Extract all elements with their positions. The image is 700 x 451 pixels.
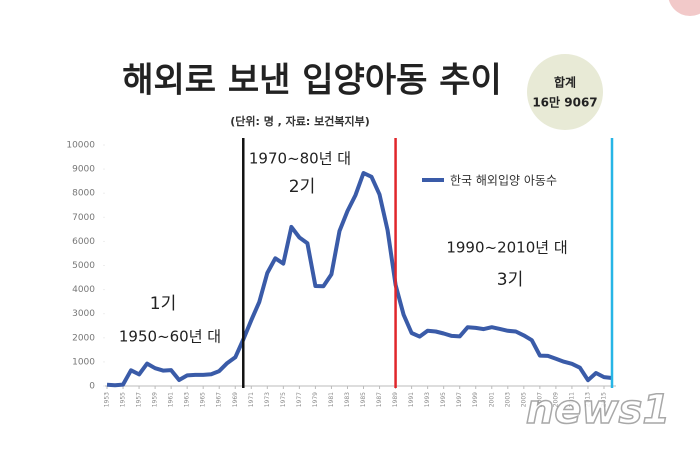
x-tick-label: 1959	[152, 392, 159, 407]
badge	[527, 54, 603, 130]
x-tick-label: 2015	[600, 392, 607, 407]
annotation: 1990~2010년 대	[446, 239, 567, 257]
y-tick-label: 8000	[72, 189, 95, 199]
x-tick-label: 1999	[472, 392, 479, 407]
chart-subtitle: (단위: 명 , 자료: 보건복지부)	[230, 114, 370, 128]
badge-value: 16만 9067	[532, 95, 597, 110]
x-tick-label: 1983	[344, 392, 351, 407]
x-tick-label: 1995	[440, 392, 447, 407]
x-tick-label: 1985	[360, 392, 367, 407]
x-tick-label: 2001	[488, 392, 495, 407]
y-tick-label: 1000	[72, 357, 95, 367]
y-tick-label: 7000	[72, 213, 95, 223]
x-tick-label: 1955	[120, 392, 127, 407]
x-tick-label: 1971	[248, 392, 255, 407]
y-tick-label: 4000	[72, 285, 95, 295]
annotation: 3기	[497, 270, 523, 290]
x-tick-label: 1979	[312, 392, 319, 407]
x-tick-label: 2003	[504, 392, 511, 407]
x-tick-label: 1963	[184, 392, 191, 407]
y-tick-label: 10000	[66, 141, 95, 151]
x-tick-label: 1997	[456, 392, 463, 407]
x-tick-label: 2007	[536, 392, 543, 407]
x-tick-label: 1977	[296, 392, 303, 407]
corner-decoration	[668, 0, 700, 16]
x-tick-label: 1957	[136, 392, 143, 407]
y-tick-label: 3000	[72, 309, 95, 319]
x-tick-label: 1961	[168, 392, 175, 407]
y-tick-label: 5000	[72, 261, 95, 271]
x-tick-label: 1965	[200, 392, 207, 407]
x-tick-label: 1969	[232, 392, 239, 407]
annotation: 1기	[150, 294, 176, 314]
x-tick-label: 2011	[568, 392, 575, 407]
x-tick-label: 1993	[424, 392, 431, 407]
watermark: news1	[526, 387, 670, 433]
y-tick-label: 2000	[72, 333, 95, 343]
x-tick-label: 2009	[552, 392, 559, 407]
chart-title: 해외로 보낸 입양아동 추이	[122, 61, 502, 101]
y-tick-label: 6000	[72, 237, 95, 247]
x-tick-label: 1991	[408, 392, 415, 407]
y-tick-label: 0	[89, 382, 95, 392]
x-tick-label: 1987	[376, 392, 383, 407]
badge-label: 합계	[554, 75, 576, 90]
data-line	[106, 171, 613, 388]
x-tick-label: 1967	[216, 392, 223, 407]
x-tick-label: 1953	[104, 392, 111, 407]
annotation: 2기	[289, 177, 315, 197]
x-tick-label: 1981	[328, 392, 335, 407]
x-tick-label: 2013	[584, 392, 591, 407]
x-tick-label: 2005	[520, 392, 527, 407]
y-tick-label: 9000	[72, 165, 95, 175]
x-tick-label: 1975	[280, 392, 287, 407]
legend-label: 한국 해외입양 아동수	[450, 174, 557, 188]
x-tick-label: 1989	[392, 392, 399, 407]
annotation: 1970~80년 대	[249, 150, 351, 168]
annotation: 1950~60년 대	[119, 328, 221, 346]
x-tick-label: 1973	[264, 392, 271, 407]
